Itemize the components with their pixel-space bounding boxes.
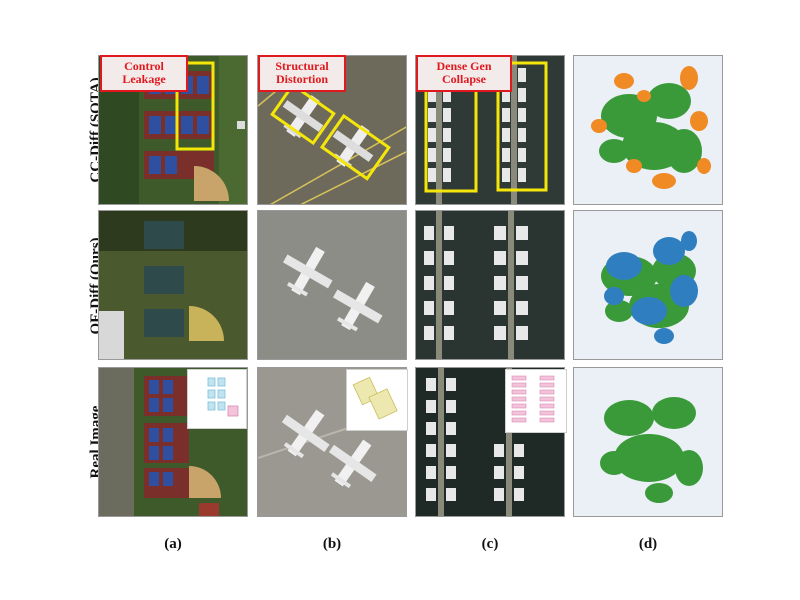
col-label-a: (a)	[164, 536, 182, 552]
panel-real-image-d	[573, 367, 723, 517]
layout-mask-icon	[207, 377, 239, 417]
panel-of-diff-d	[573, 210, 723, 360]
panel-real-image-b	[257, 367, 407, 517]
panel-cc-diff-b	[257, 55, 407, 205]
layout-mask-inset-c	[505, 369, 567, 433]
callout-dense-gen-collapse: Dense Gen Collapse	[416, 55, 512, 92]
callout-control-leakage: Control Leakage	[100, 55, 188, 92]
panel-cc-diff-d	[573, 55, 723, 205]
panel-of-diff-b	[257, 210, 407, 360]
col-label-d: (d)	[638, 536, 658, 552]
panel-of-diff-c	[415, 210, 565, 360]
callout-structural-distortion: Structural Distortion	[258, 55, 346, 92]
layout-mask-inset-b	[346, 369, 408, 431]
col-label-c: (c)	[481, 536, 499, 552]
airplane-icon	[282, 246, 333, 297]
baseball-field-icon	[194, 166, 229, 201]
panel-real-image-a	[98, 367, 248, 517]
panel-of-diff-a	[98, 210, 248, 360]
layout-mask-inset-a	[187, 369, 247, 429]
tsne-plot-icon	[574, 56, 722, 204]
col-label-b: (b)	[322, 536, 342, 552]
